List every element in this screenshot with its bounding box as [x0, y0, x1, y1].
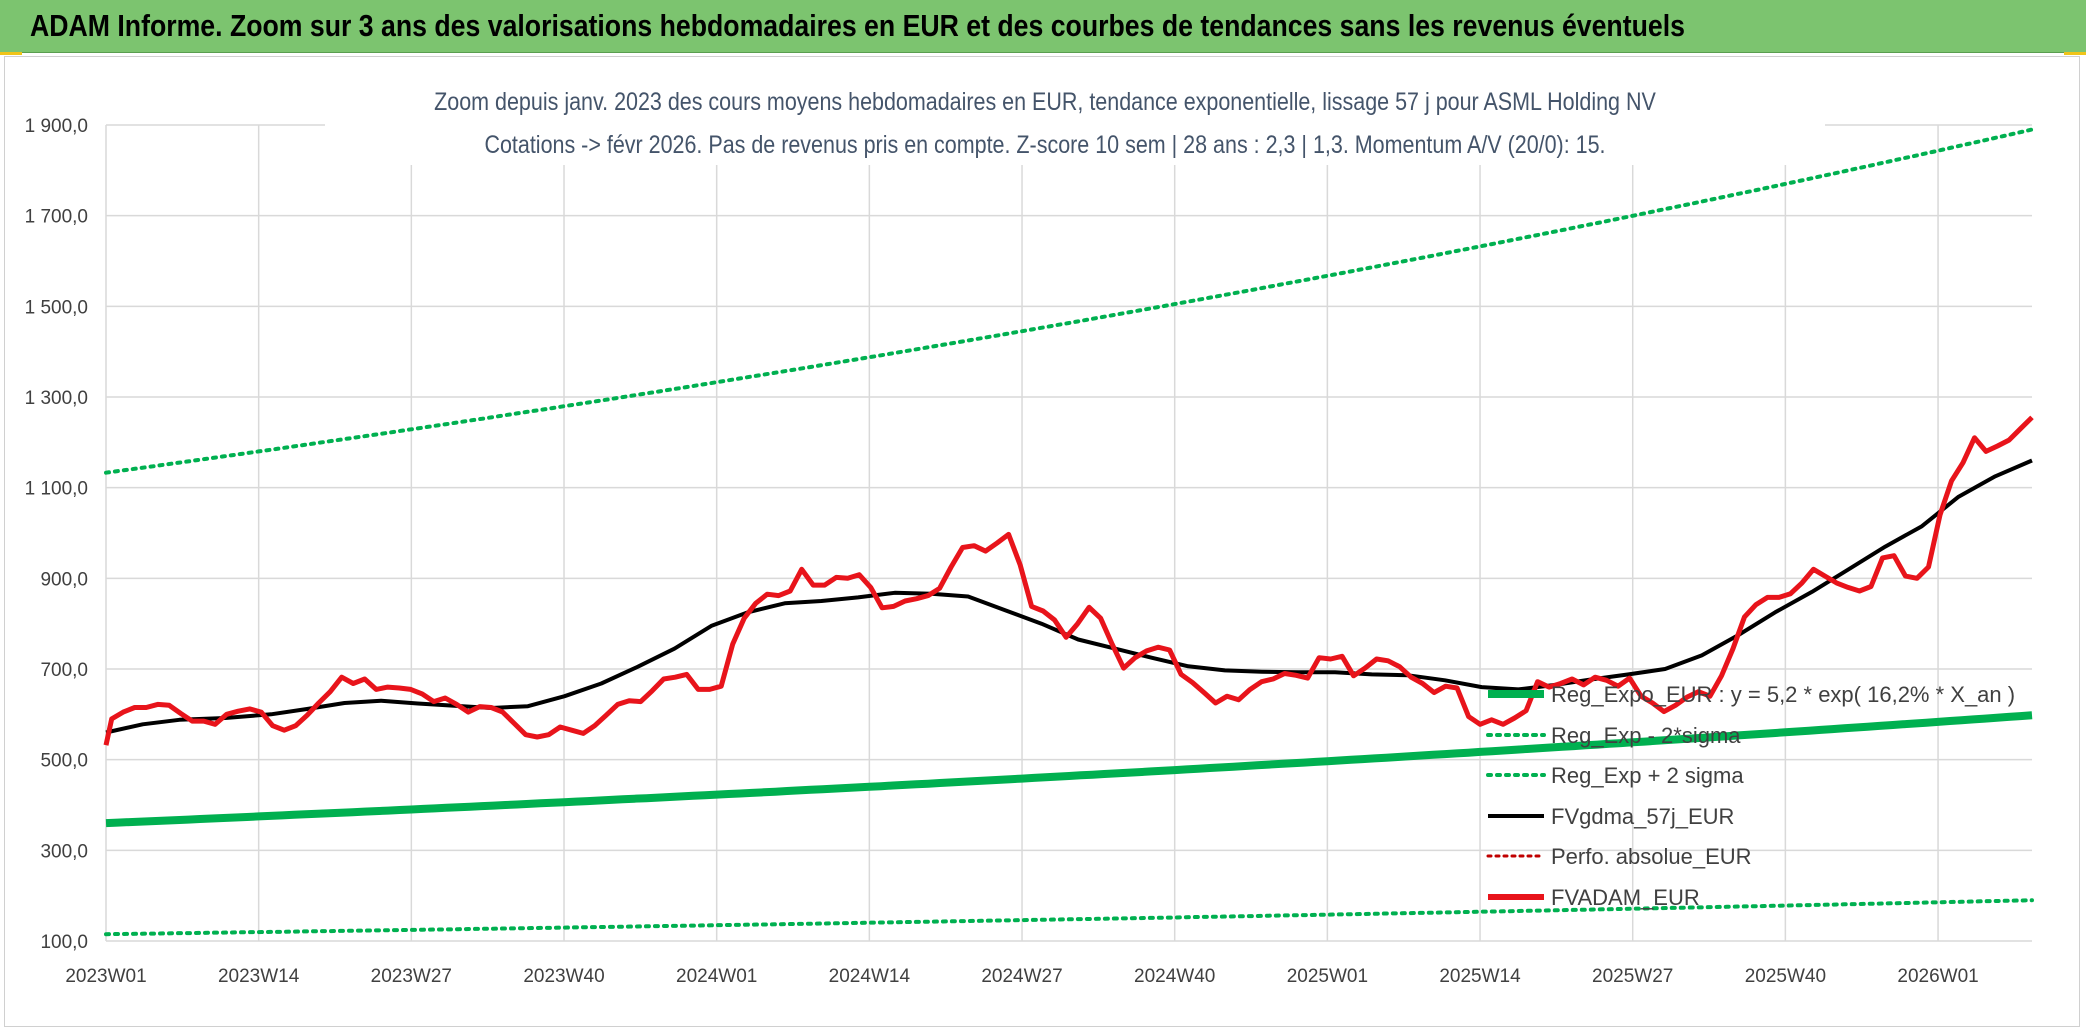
x-tick-label: 2025W40 [1745, 966, 1826, 987]
series-reg-exp-minus-2sigma [104, 898, 2034, 937]
legend-label: Reg_Expo_EUR : y = 5,2 * exp( 16,2% * X_… [1551, 682, 2015, 707]
legend-label: FVADAM_EUR [1551, 885, 1700, 910]
y-tick-label: 1 100,0 [25, 479, 88, 500]
legend-label: Reg_Exp + 2 sigma [1551, 763, 1744, 788]
series-lines [103, 127, 2034, 937]
x-tick-label: 2024W27 [981, 966, 1062, 987]
y-tick-label: 900,0 [40, 569, 88, 590]
series-fvadam [103, 415, 2034, 746]
y-tick-label: 300,0 [40, 841, 88, 862]
legend-label: Perfo. absolue_EUR [1551, 844, 1752, 869]
chart-title: Zoom depuis janv. 2023 des cours moyens … [434, 87, 1656, 115]
y-tick-label: 1 500,0 [25, 297, 88, 318]
chart-subtitle: Cotations -> févr 2026. Pas de revenus p… [484, 130, 1605, 158]
series-reg-exp-plus-2sigma [104, 127, 2034, 475]
series-fvgdma-57j [105, 458, 2033, 735]
chart-frame [4, 56, 2080, 1027]
x-tick-label: 2025W14 [1439, 966, 1521, 987]
y-tick-label: 1 300,0 [25, 388, 88, 409]
subtitle-background [325, 75, 1825, 165]
series-reg-expo [105, 711, 2033, 828]
y-axis-ticks: 100,0 300,0 500,0 700,0 900,0 1 100,0 1 300,0 1… [25, 116, 88, 953]
x-tick-label: 2024W01 [676, 966, 757, 987]
y-tick-label: 100,0 [40, 932, 88, 953]
x-tick-label: 2024W40 [1134, 966, 1215, 987]
x-tick-label: 2025W01 [1287, 966, 1368, 987]
x-tick-label: 2023W14 [218, 966, 300, 987]
page-title: ADAM Informe. Zoom sur 3 ans des valoris… [30, 8, 1685, 43]
y-tick-label: 500,0 [40, 751, 88, 772]
x-tick-label: 2024W14 [829, 966, 911, 987]
corner-accent-right [2064, 52, 2086, 55]
legend: Reg_Expo_EUR : y = 5,2 * exp( 16,2% * X_… [1486, 682, 2015, 910]
legend-label: Reg_Exp - 2*sigma [1551, 723, 1741, 748]
x-tick-label: 2023W01 [65, 966, 146, 987]
x-tick-label: 2026W01 [1897, 966, 1978, 987]
legend-label: FVgdma_57j_EUR [1551, 804, 1734, 829]
x-axis-ticks: 2023W01 2023W14 2023W27 2023W40 2024W01 2024W… [65, 966, 1978, 987]
y-tick-label: 1 700,0 [25, 207, 88, 228]
x-tick-label: 2023W27 [371, 966, 452, 987]
header-bar: ADAM Informe. Zoom sur 3 ans des valoris… [0, 0, 2086, 53]
grid-lines [105, 124, 2032, 942]
x-tick-label: 2025W27 [1592, 966, 1673, 987]
y-tick-label: 1 900,0 [25, 116, 88, 137]
x-tick-label: 2023W40 [523, 966, 604, 987]
corner-accent-left [0, 52, 22, 55]
y-tick-label: 700,0 [40, 660, 88, 681]
